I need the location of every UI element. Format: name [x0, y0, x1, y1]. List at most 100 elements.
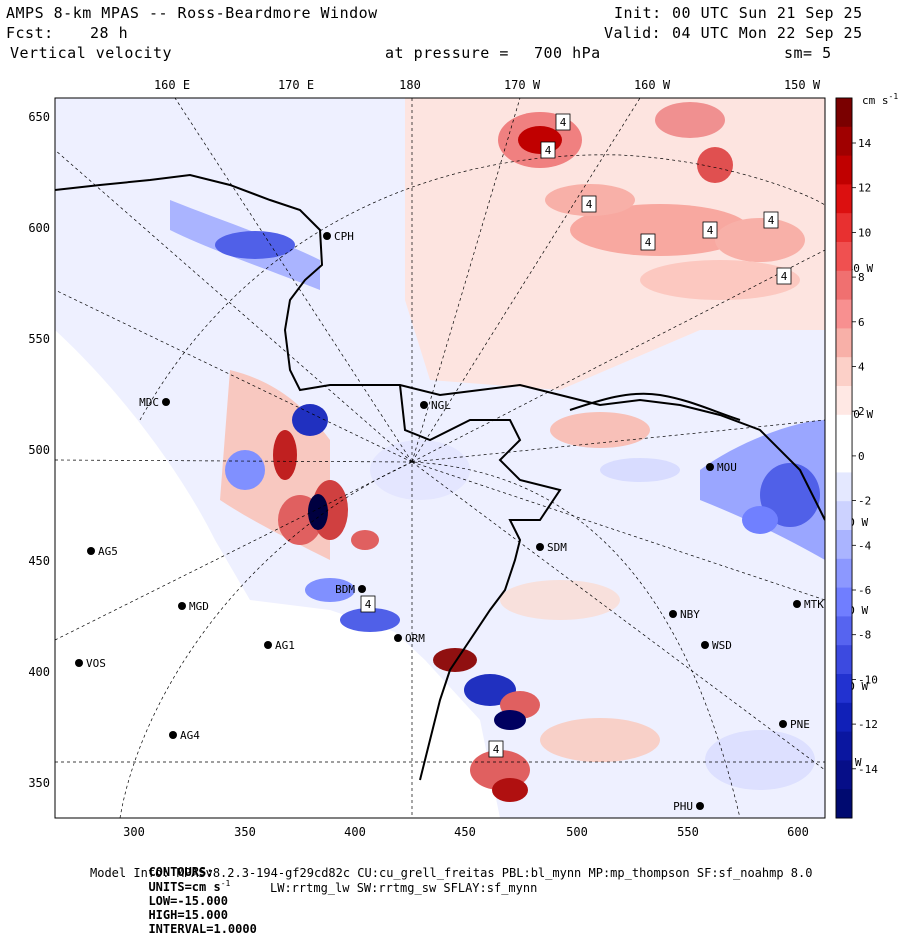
svg-text:CPH: CPH [334, 230, 354, 243]
svg-text:4: 4 [781, 270, 788, 283]
map-title: AMPS 8-km MPAS -- Ross-Beardmore Window [6, 4, 378, 22]
colorbar-segment [836, 558, 852, 589]
high-value: 15.000 [184, 908, 228, 922]
longitude-label: 150 W [784, 78, 821, 92]
contour-label: 4 [640, 233, 656, 251]
colorbar-segment [836, 414, 852, 445]
contours-units-exp: -1 [220, 879, 231, 888]
station-ngl: NGL [420, 399, 451, 412]
contours-info: CONTOURS: UNITS=cm s-1 LOW=-15.000 HIGH=… [134, 851, 257, 936]
svg-text:AG4: AG4 [180, 729, 200, 742]
svg-text:4: 4 [560, 116, 567, 129]
colorbar: 14 12 10 8 6 4 2 0 -2 -4 -6 -8 -10 -12 -14 [835, 97, 878, 819]
station-phu: PHU [673, 800, 704, 813]
low-label: LOW= [148, 894, 178, 908]
colorbar-segment [836, 184, 852, 214]
colorbar-segment [836, 731, 852, 761]
svg-text:BDM: BDM [335, 583, 355, 596]
x-tick-label: 500 [566, 825, 588, 839]
station-pne: PNE [779, 718, 810, 731]
colorbar-segment [836, 328, 852, 358]
longitude-label: 160 W [634, 78, 671, 92]
svg-text:SDM: SDM [547, 541, 567, 554]
colorbar-segment [836, 674, 852, 704]
colorbar-label: -2 [858, 495, 871, 508]
station-ag1: AG1 [264, 639, 295, 652]
svg-text:MOU: MOU [717, 461, 737, 474]
map-field [55, 98, 825, 818]
contours-units: UNITS=cm s [148, 880, 221, 894]
model-info-physics: LW:rrtmg_lw SW:rrtmg_sw SFLAY:sf_mynn [270, 881, 538, 895]
colorbar-label: -14 [858, 763, 878, 776]
longitude-label: 160 E [154, 78, 190, 92]
svg-text:NBY: NBY [680, 608, 700, 621]
valid-time: 04 UTC Mon 22 Sep 25 [672, 24, 863, 42]
colorbar-label: 8 [858, 271, 865, 284]
svg-text:MGD: MGD [189, 600, 209, 613]
svg-text:MDC: MDC [139, 396, 159, 409]
longitude-label: 180 [399, 78, 421, 92]
svg-text:AG5: AG5 [98, 545, 118, 558]
colorbar-segment [836, 357, 852, 387]
contour-label: 4 [581, 195, 597, 213]
colorbar-units: cm s-1 [862, 92, 898, 107]
colorbar-segment [836, 702, 852, 733]
colorbar-segment [836, 213, 852, 243]
contours-label: CONTOURS: [148, 865, 214, 879]
map-frame [54, 97, 826, 819]
station-wsd: WSD [701, 639, 732, 652]
y-tick-label: 350 [28, 776, 50, 790]
station-cph: CPH [323, 230, 354, 243]
svg-text:WSD: WSD [712, 639, 732, 652]
contour-label: 4 [360, 595, 376, 613]
colorbar-segment [836, 587, 852, 617]
svg-text:MTK: MTK [804, 598, 824, 611]
colorbar-segment [836, 760, 852, 790]
colorbar-segment [836, 155, 852, 185]
interval-value: 1.0000 [213, 922, 257, 936]
colorbar-label: -12 [858, 718, 878, 731]
svg-text:ORM: ORM [405, 632, 425, 645]
colorbar-segment [836, 270, 852, 301]
colorbar-segment [836, 789, 852, 819]
x-tick-label: 450 [454, 825, 476, 839]
interval-label: INTERVAL= [148, 922, 214, 936]
y-tick-label: 500 [28, 443, 50, 457]
colorbar-label: 0 [858, 450, 865, 463]
colorbar-label: 12 [858, 182, 871, 195]
high-label: HIGH= [148, 908, 185, 922]
colorbar-label: -4 [858, 539, 872, 552]
y-tick-label: 650 [28, 110, 50, 124]
forecast-label: Fcst: [6, 24, 54, 42]
colorbar-segment [836, 616, 852, 646]
contour-labels: 4 4 4 4 4 4 4 4 4 [360, 113, 792, 758]
svg-text:PHU: PHU [673, 800, 693, 813]
low-value: -15.000 [177, 894, 228, 908]
x-tick-label: 400 [344, 825, 366, 839]
longitude-label: 170 E [278, 78, 314, 92]
smoothing-value: sm= 5 [784, 44, 832, 62]
svg-text:4: 4 [493, 743, 500, 756]
init-label: Init: [614, 4, 662, 22]
station-bdm: BDM [335, 583, 366, 596]
colorbar-label: 2 [858, 405, 865, 418]
field-name: Vertical velocity [10, 44, 173, 62]
station-ag4: AG4 [169, 729, 200, 742]
model-info: Model Info: MPASv8.2.3-194-gf29cd82c CU:… [90, 866, 813, 880]
colorbar-segment [836, 242, 852, 272]
contour-label: 4 [488, 740, 504, 758]
x-tick-label: 350 [234, 825, 256, 839]
valid-label: Valid: [604, 24, 662, 42]
x-tick-label: 550 [677, 825, 699, 839]
colorbar-label: 6 [858, 316, 865, 329]
contour-label: 4 [763, 211, 779, 229]
station-orm: ORM [394, 632, 425, 645]
svg-text:4: 4 [707, 224, 714, 237]
svg-text:4: 4 [545, 144, 552, 157]
station-sdm: SDM [536, 541, 567, 554]
y-tick-label: 600 [28, 221, 50, 235]
colorbar-segment [836, 501, 852, 531]
colorbar-label: -6 [858, 584, 871, 597]
y-tick-label: 550 [28, 332, 50, 346]
